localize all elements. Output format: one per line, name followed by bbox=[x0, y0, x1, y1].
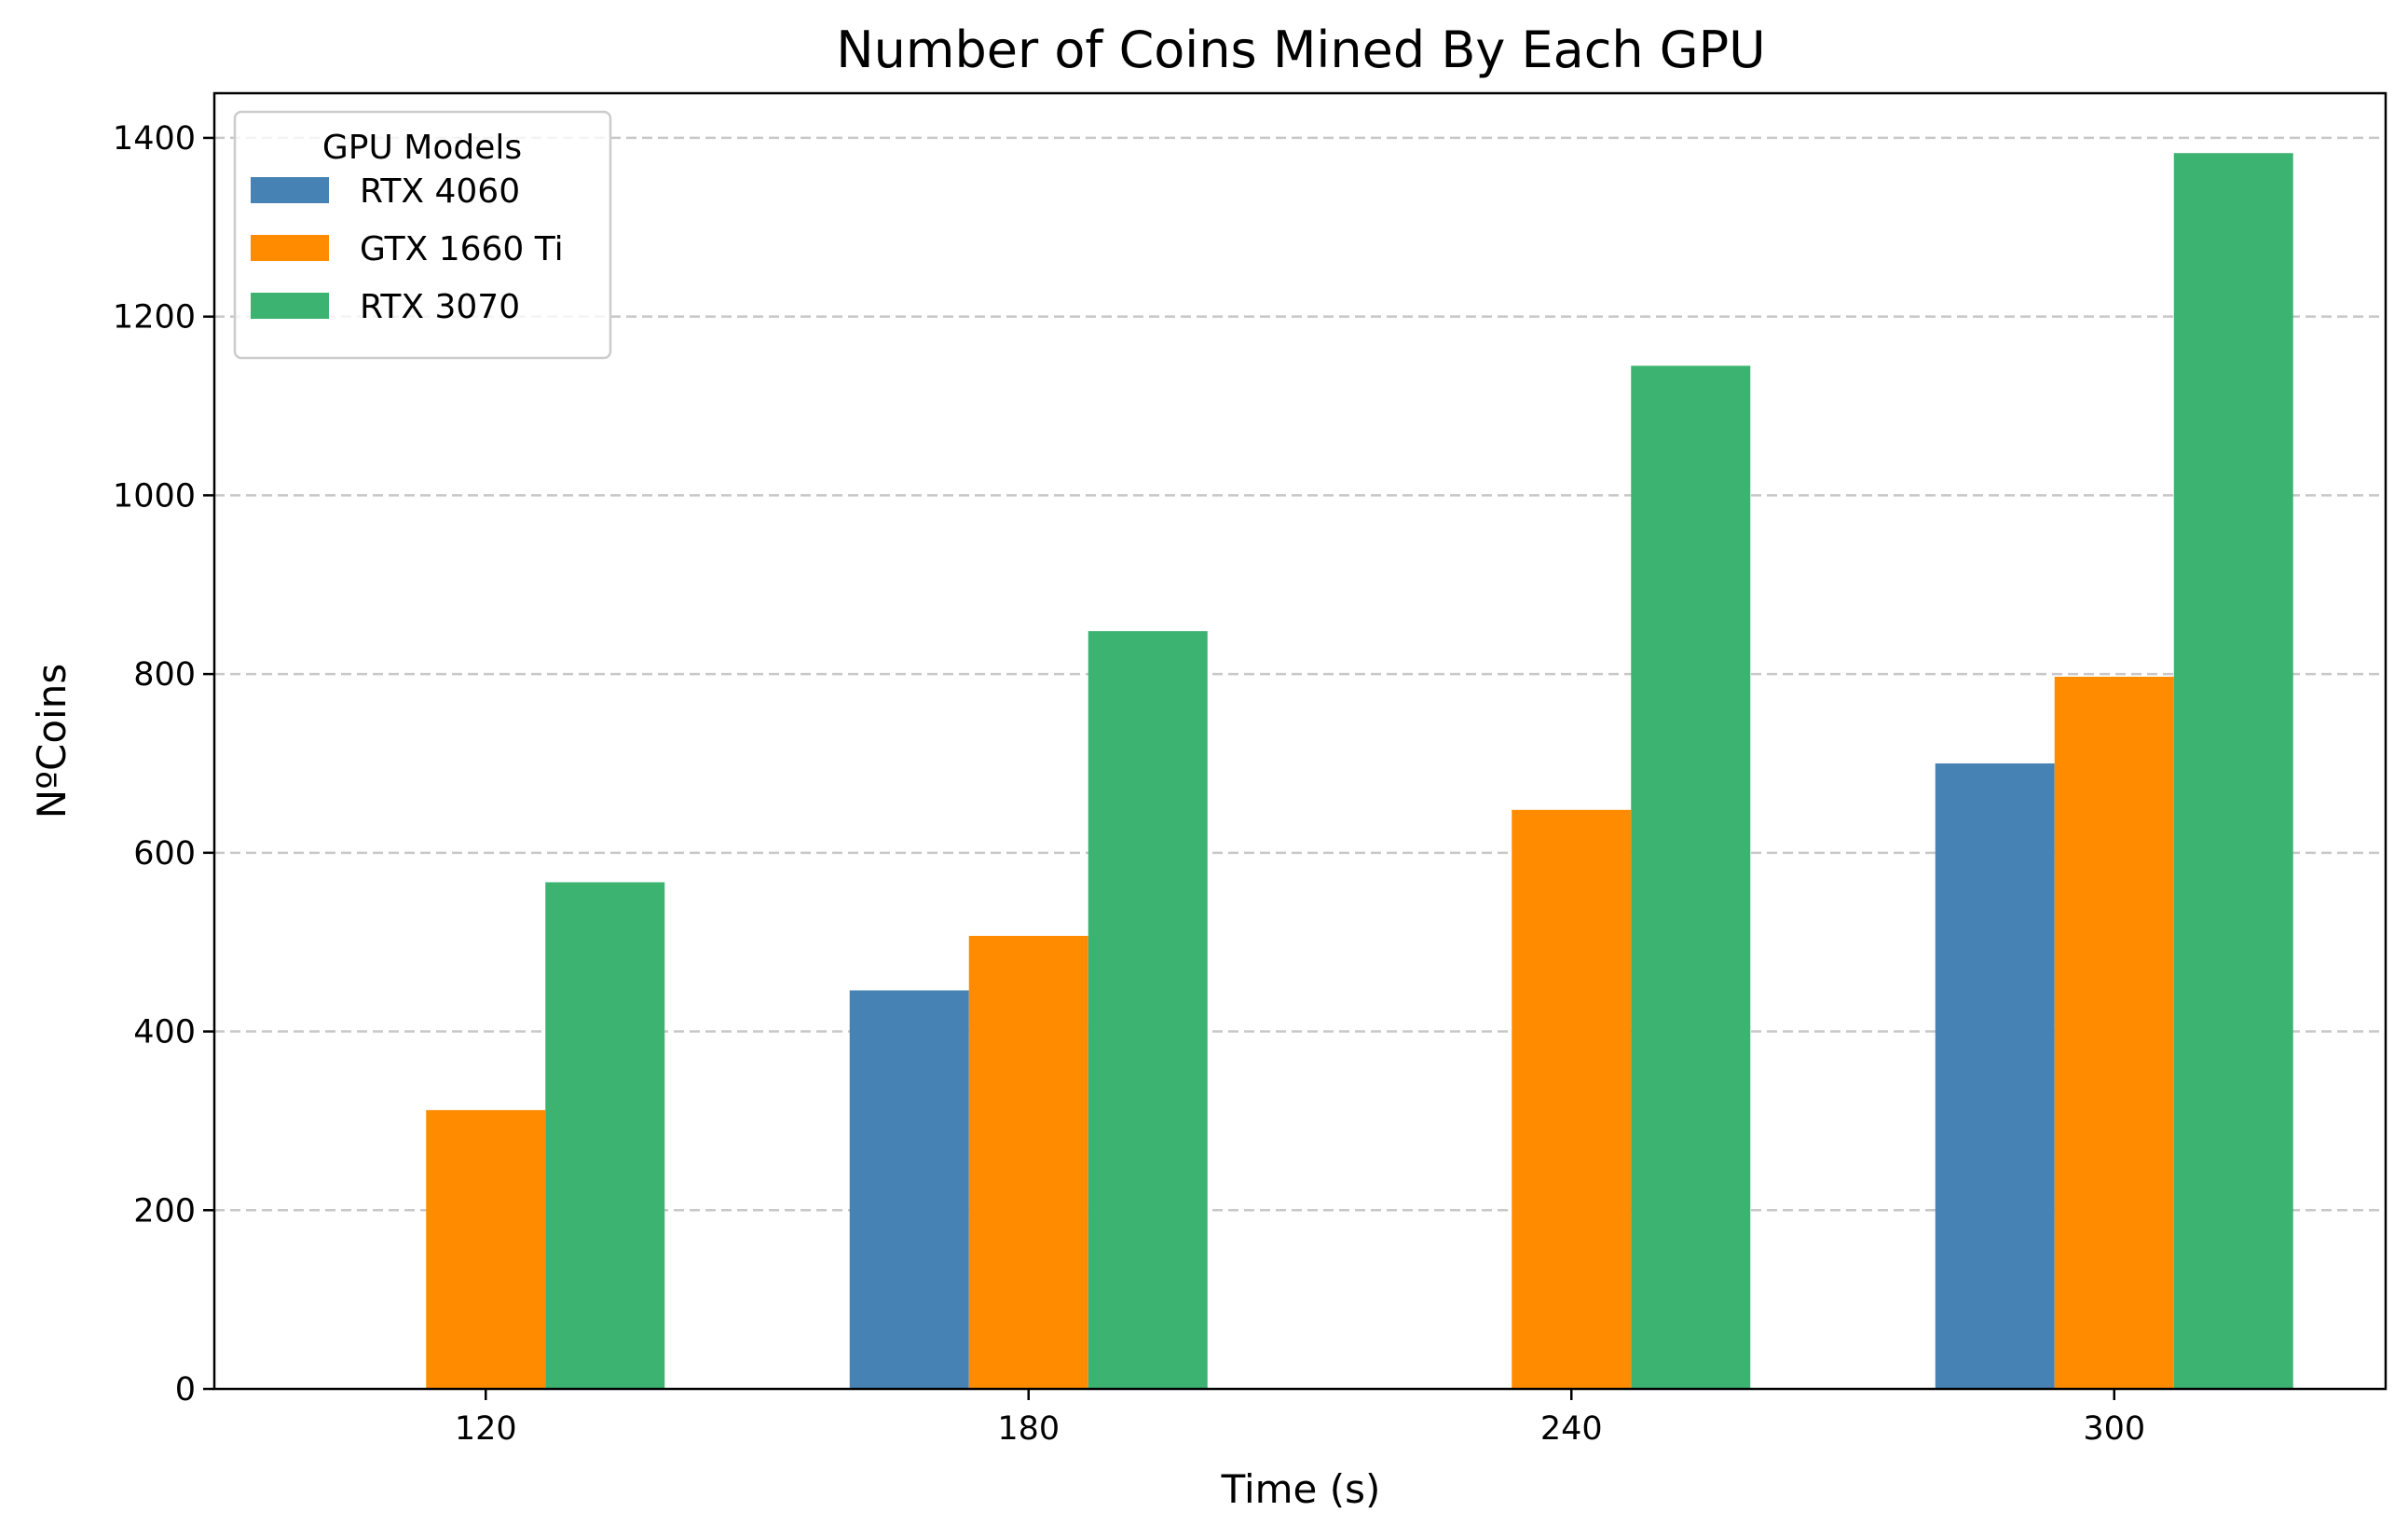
x-tick-label: 300 bbox=[2083, 1410, 2145, 1448]
x-tick-label: 240 bbox=[1540, 1410, 1603, 1448]
bar-rtx-3070-240 bbox=[1631, 365, 1751, 1390]
chart-title: Number of Coins Mined By Each GPU bbox=[836, 21, 1765, 79]
legend-swatch bbox=[251, 293, 329, 319]
x-tick-label: 120 bbox=[455, 1410, 517, 1448]
bars bbox=[426, 153, 2293, 1390]
plot-area-frame bbox=[212, 91, 2387, 1391]
bar-gtx-1660-ti-120 bbox=[426, 1109, 546, 1389]
y-tick-label: 0 bbox=[175, 1371, 196, 1408]
y-tick-label: 800 bbox=[133, 656, 196, 694]
legend-label: GTX 1660 Ti bbox=[360, 230, 564, 268]
y-tick-label: 1000 bbox=[113, 477, 196, 515]
bar-gtx-1660-ti-240 bbox=[1512, 809, 1632, 1389]
bar-rtx-3070-300 bbox=[2173, 153, 2293, 1390]
bar-rtx-4060-300 bbox=[1935, 763, 2055, 1389]
legend-title: GPU Models bbox=[322, 129, 522, 167]
legend-swatch bbox=[251, 235, 329, 261]
legend: GPU Models RTX 4060 GTX 1660 Ti RTX 3070 bbox=[233, 110, 612, 360]
legend-swatch bbox=[251, 177, 329, 203]
y-axis-label: NºCoins bbox=[29, 664, 75, 818]
axis-ticks: 0 200 400 600 800 1000 1200 1400 120 180 240 300 bbox=[113, 120, 2145, 1448]
y-tick-label: 400 bbox=[133, 1014, 196, 1051]
y-tick-label: 1400 bbox=[113, 120, 196, 158]
x-axis-label: Time (s) bbox=[1221, 1466, 1381, 1512]
legend-label: RTX 4060 bbox=[360, 172, 520, 211]
x-tick-label: 180 bbox=[997, 1410, 1060, 1448]
y-tick-label: 600 bbox=[133, 835, 196, 873]
bar-rtx-3070-180 bbox=[1088, 631, 1208, 1389]
bar-gtx-1660-ti-300 bbox=[2054, 676, 2174, 1389]
legend-label: RTX 3070 bbox=[360, 288, 520, 326]
bar-rtx-3070-120 bbox=[545, 882, 665, 1389]
y-tick-label: 200 bbox=[133, 1192, 196, 1230]
legend-items: RTX 4060 GTX 1660 Ti RTX 3070 bbox=[251, 172, 564, 326]
y-tick-label: 1200 bbox=[113, 299, 196, 337]
bar-rtx-4060-180 bbox=[849, 990, 969, 1389]
bar-gtx-1660-ti-180 bbox=[968, 935, 1088, 1389]
